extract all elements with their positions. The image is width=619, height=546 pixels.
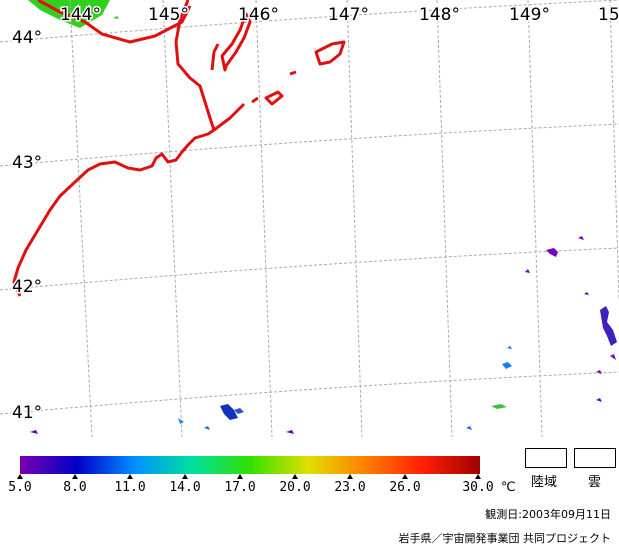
lon-label-150: 15 [598, 5, 619, 25]
lon-label-147: 147° [328, 5, 369, 25]
tick-label: 30.0 [462, 480, 494, 495]
lon-label-149: 149° [509, 5, 550, 25]
land-label: 陸域 [531, 475, 558, 490]
tick-mark [402, 474, 408, 479]
coastline [12, 0, 346, 297]
lat-label-42: 42° [12, 277, 42, 297]
tick-mark [17, 474, 23, 479]
lon-label-144: 144° [60, 5, 101, 25]
tick-label: 11.0 [114, 480, 146, 495]
credit-line: 岩手県／宇宙開発事業団 共同プロジェクト [398, 532, 612, 545]
cloud-swatch [574, 448, 616, 468]
sst-pixels [30, 236, 617, 434]
legend-panel: 5.0 8.0 11.0 14.0 17.0 20.0 23.0 26.0 30… [0, 437, 619, 546]
land-swatch [525, 448, 567, 468]
tick-mark [72, 474, 78, 479]
tick-mark [182, 474, 188, 479]
tick-label: 20.0 [279, 480, 311, 495]
tick-mark [127, 474, 133, 479]
lat-label-44: 44° [12, 28, 42, 48]
sea-surface-temperature-map: 144° 145° 146° 147° 148° 149° 15 44° 43°… [0, 0, 619, 437]
tick-mark [347, 474, 353, 479]
tick-label: 23.0 [334, 480, 366, 495]
cloud-label: 雲 [588, 475, 602, 490]
tick-label: 5.0 [8, 480, 32, 495]
lon-label-148: 148° [419, 5, 460, 25]
lat-label-43: 43° [12, 153, 42, 173]
land-speck [113, 16, 119, 19]
lon-label-146: 146° [238, 5, 279, 25]
unit-label: ℃ [501, 480, 516, 495]
observation-date: 観測日:2003年09月11日 [485, 508, 611, 521]
tick-mark [292, 474, 298, 479]
lat-label-41: 41° [12, 403, 42, 423]
temperature-colorbar [20, 456, 480, 474]
tick-label: 14.0 [169, 480, 201, 495]
tick-label: 26.0 [389, 480, 421, 495]
tick-label: 17.0 [224, 480, 256, 495]
tick-mark [475, 474, 481, 479]
graticule [0, 0, 619, 437]
lon-label-145: 145° [148, 5, 189, 25]
tick-label: 8.0 [63, 480, 87, 495]
tick-mark [237, 474, 243, 479]
